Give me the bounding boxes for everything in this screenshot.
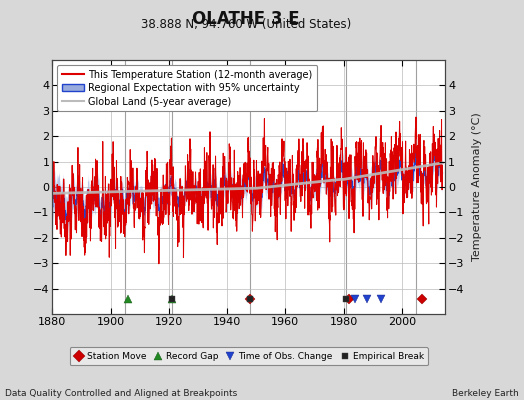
Text: Berkeley Earth: Berkeley Earth bbox=[452, 389, 519, 398]
Text: 38.888 N, 94.760 W (United States): 38.888 N, 94.760 W (United States) bbox=[141, 18, 352, 31]
Legend: Station Move, Record Gap, Time of Obs. Change, Empirical Break: Station Move, Record Gap, Time of Obs. C… bbox=[70, 347, 428, 365]
Y-axis label: Temperature Anomaly (°C): Temperature Anomaly (°C) bbox=[472, 113, 482, 261]
Text: Data Quality Controlled and Aligned at Breakpoints: Data Quality Controlled and Aligned at B… bbox=[5, 389, 237, 398]
Text: OLATHE 3 E: OLATHE 3 E bbox=[192, 10, 300, 28]
